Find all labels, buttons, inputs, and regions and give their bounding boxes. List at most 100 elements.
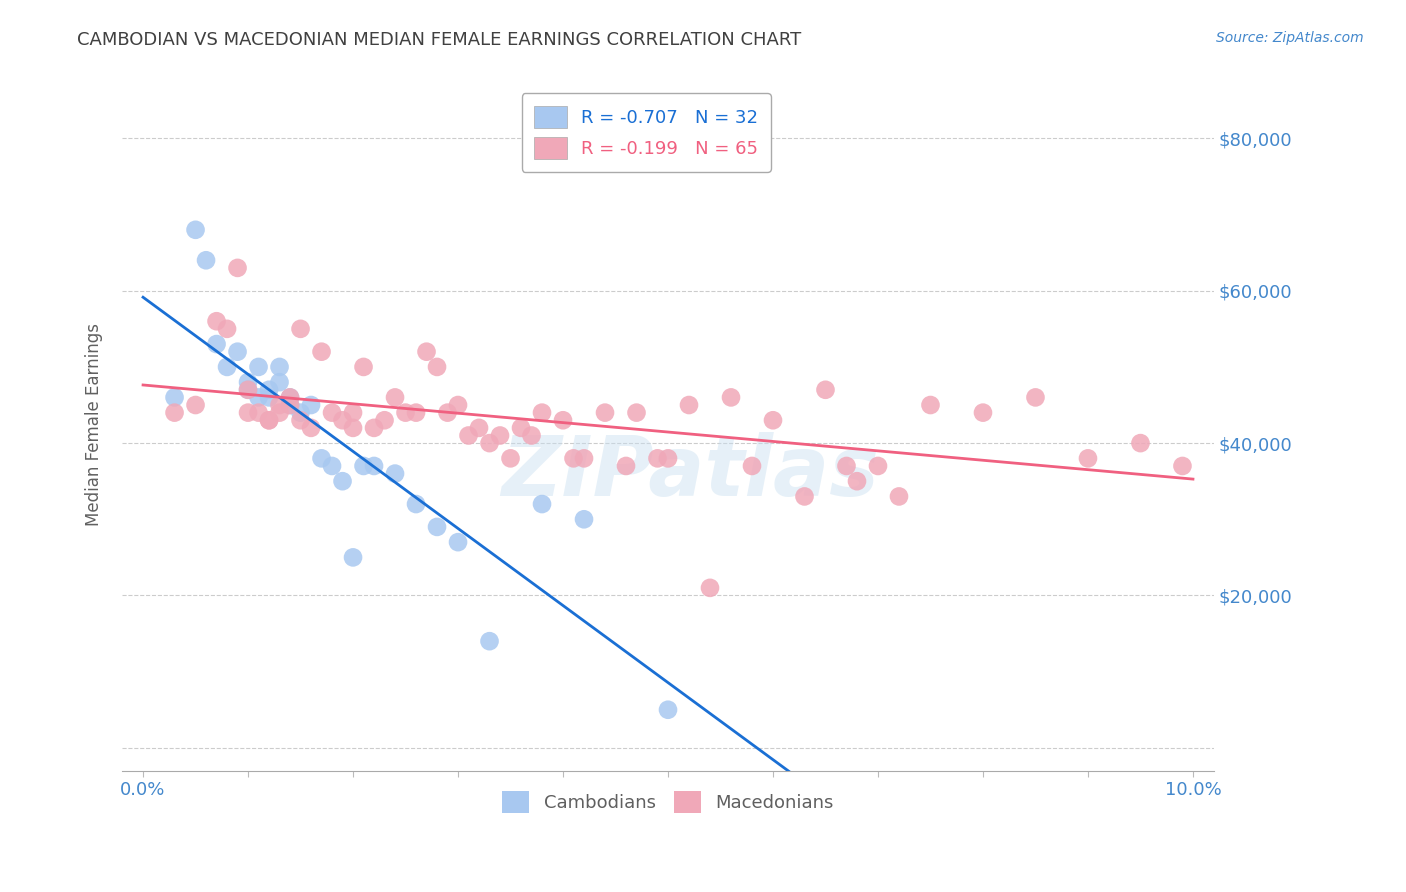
Point (510, 421, 533, 435)
Point (321, 406, 343, 420)
Point (269, 375, 291, 389)
Point (614, 458, 637, 473)
Point (278, 391, 301, 405)
Point (247, 406, 270, 420)
Point (678, 398, 700, 412)
Point (290, 322, 312, 336)
Point (920, 398, 942, 412)
Point (311, 451, 333, 466)
Point (236, 406, 259, 420)
Point (373, 413, 395, 427)
Point (353, 359, 375, 374)
Point (299, 398, 322, 412)
Point (835, 458, 858, 473)
Point (457, 428, 479, 442)
Point (257, 383, 280, 397)
Point (236, 375, 259, 389)
Point (866, 458, 889, 473)
Point (184, 398, 207, 412)
Point (269, 406, 291, 420)
Point (236, 383, 259, 397)
Point (332, 474, 354, 488)
Point (278, 398, 301, 412)
Point (290, 406, 312, 420)
Point (1077, 451, 1099, 466)
Point (363, 458, 385, 473)
Y-axis label: Median Female Earnings: Median Female Earnings (86, 323, 103, 525)
Point (257, 413, 280, 427)
Point (342, 406, 364, 420)
Legend: Cambodians, Macedonians: Cambodians, Macedonians (492, 780, 845, 824)
Point (478, 634, 501, 648)
Text: ZIPatlas: ZIPatlas (501, 432, 879, 513)
Point (814, 383, 837, 397)
Point (1024, 391, 1046, 405)
Text: Source: ZipAtlas.com: Source: ZipAtlas.com (1216, 31, 1364, 45)
Point (657, 703, 679, 717)
Point (426, 520, 449, 534)
Point (247, 359, 270, 374)
Point (247, 391, 270, 405)
Point (394, 406, 416, 420)
Point (499, 451, 522, 466)
Point (572, 512, 595, 526)
Point (257, 391, 280, 405)
Point (332, 413, 354, 427)
Point (257, 413, 280, 427)
Point (741, 458, 763, 473)
Point (699, 581, 721, 595)
Point (562, 451, 585, 466)
Point (269, 398, 291, 412)
Point (311, 344, 333, 359)
Point (626, 406, 648, 420)
Point (1129, 436, 1152, 450)
Point (195, 253, 218, 268)
Point (572, 451, 595, 466)
Point (215, 359, 238, 374)
Point (278, 398, 301, 412)
Point (299, 421, 322, 435)
Point (215, 322, 238, 336)
Point (269, 359, 291, 374)
Point (205, 314, 228, 328)
Point (384, 467, 406, 481)
Point (762, 413, 785, 427)
Point (384, 391, 406, 405)
Point (551, 413, 574, 427)
Point (342, 550, 364, 565)
Point (405, 497, 427, 511)
Point (415, 344, 437, 359)
Point (447, 398, 470, 412)
Point (531, 497, 554, 511)
Point (163, 391, 186, 405)
Point (226, 260, 249, 275)
Point (226, 344, 249, 359)
Point (846, 474, 869, 488)
Point (657, 451, 679, 466)
Point (363, 421, 385, 435)
Point (405, 406, 427, 420)
Point (353, 458, 375, 473)
Point (1171, 458, 1194, 473)
Point (887, 490, 910, 504)
Point (205, 337, 228, 351)
Point (436, 406, 458, 420)
Point (184, 223, 207, 237)
Point (720, 391, 742, 405)
Point (593, 406, 616, 420)
Point (793, 490, 815, 504)
Point (478, 436, 501, 450)
Point (531, 406, 554, 420)
Point (426, 359, 449, 374)
Point (520, 428, 543, 442)
Point (236, 383, 259, 397)
Point (278, 391, 301, 405)
Point (468, 421, 491, 435)
Point (972, 406, 994, 420)
Point (489, 428, 512, 442)
Text: CAMBODIAN VS MACEDONIAN MEDIAN FEMALE EARNINGS CORRELATION CHART: CAMBODIAN VS MACEDONIAN MEDIAN FEMALE EA… (77, 31, 801, 49)
Point (647, 451, 669, 466)
Point (163, 406, 186, 420)
Point (447, 535, 470, 549)
Point (290, 413, 312, 427)
